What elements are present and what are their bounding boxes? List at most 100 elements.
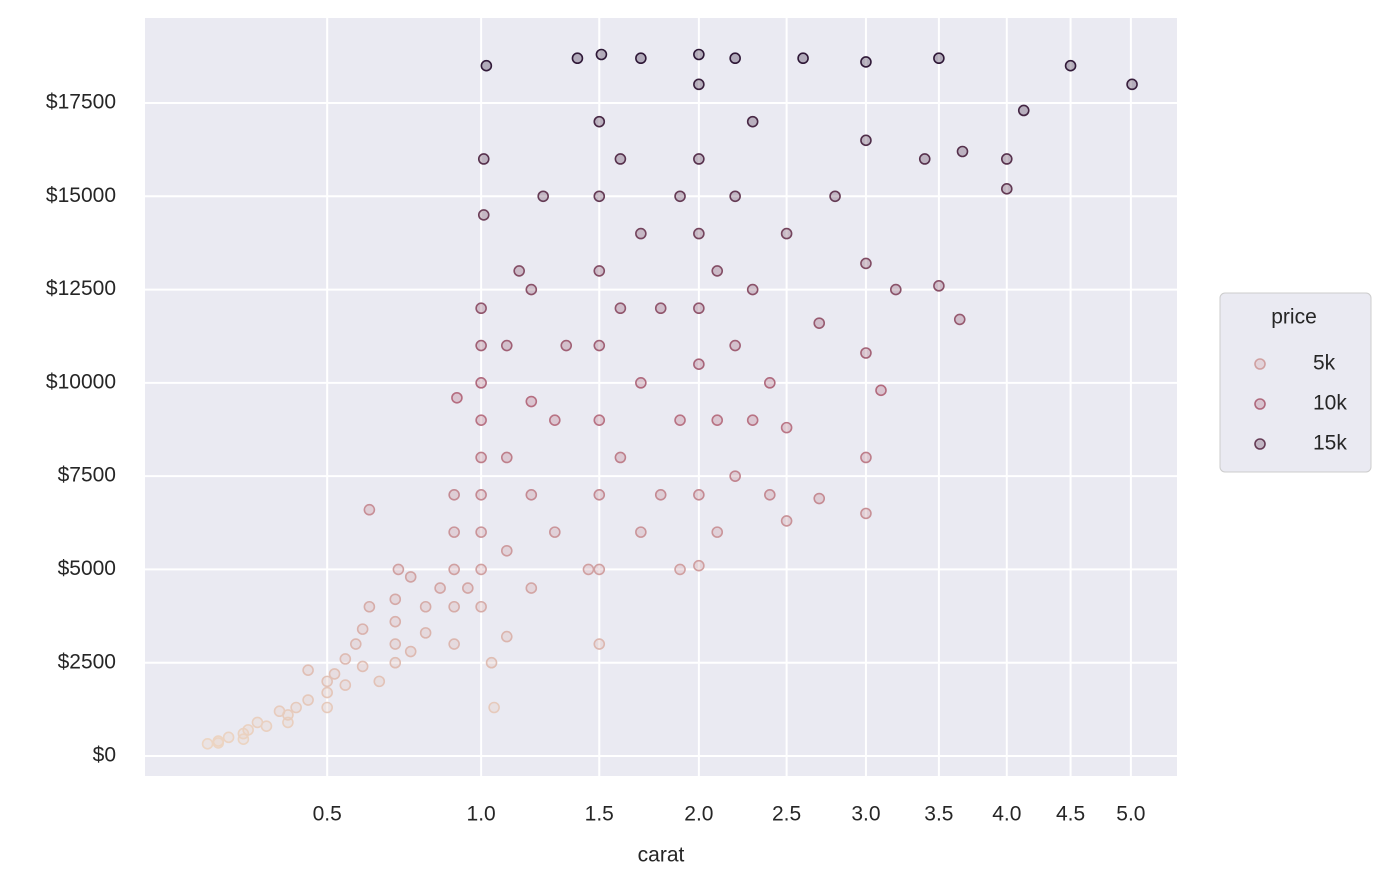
point: [242, 724, 254, 736]
point: [1064, 59, 1077, 72]
point: [635, 52, 647, 65]
point: [282, 709, 294, 721]
point: [477, 209, 490, 221]
point: [475, 600, 487, 613]
point: [711, 414, 724, 426]
point: [956, 145, 969, 158]
legend-marker: [1254, 358, 1266, 370]
point: [462, 582, 474, 594]
point: [1000, 153, 1013, 165]
point: [593, 638, 606, 650]
point: [419, 627, 432, 639]
point: [693, 227, 705, 240]
point: [477, 153, 490, 165]
point: [693, 78, 705, 91]
point: [500, 451, 513, 464]
point: [302, 694, 314, 706]
x-tick-label: 5.0: [1116, 803, 1145, 826]
point: [860, 257, 872, 270]
point: [201, 738, 214, 750]
point: [389, 593, 402, 606]
point: [389, 638, 402, 650]
point: [302, 664, 314, 676]
point: [635, 227, 647, 240]
point: [593, 265, 606, 277]
point: [780, 515, 793, 527]
point: [525, 582, 538, 594]
point: [593, 563, 606, 576]
point: [389, 656, 402, 669]
x-tick-label: 0.5: [313, 803, 342, 826]
point: [813, 492, 826, 505]
point: [711, 265, 724, 277]
point: [448, 563, 460, 576]
point: [212, 735, 225, 747]
x-axis-label: carat: [638, 844, 685, 867]
point: [711, 526, 724, 538]
point: [475, 377, 487, 389]
point: [953, 313, 966, 326]
point: [448, 526, 460, 538]
x-tick-label: 1.0: [467, 803, 496, 826]
point: [780, 421, 793, 434]
point: [525, 283, 538, 296]
point: [693, 559, 705, 572]
point: [475, 526, 487, 538]
point: [829, 190, 841, 203]
point: [746, 414, 759, 426]
point: [780, 227, 793, 240]
point: [595, 48, 608, 61]
point: [363, 503, 376, 516]
point: [729, 52, 741, 65]
point: [582, 563, 595, 576]
point: [693, 48, 705, 61]
point: [290, 701, 302, 714]
point: [654, 489, 667, 501]
point: [260, 720, 273, 732]
point: [764, 489, 776, 501]
x-tick-label: 4.0: [992, 803, 1021, 826]
point: [500, 630, 513, 643]
point: [389, 615, 402, 628]
point: [693, 153, 705, 165]
plot-area: [145, 18, 1177, 776]
point: [350, 638, 362, 650]
point: [593, 339, 606, 352]
point: [797, 52, 809, 65]
point: [729, 339, 741, 352]
y-tick-label: $5000: [58, 557, 116, 580]
point: [918, 153, 931, 165]
point: [356, 660, 369, 673]
point: [933, 280, 945, 292]
point: [451, 391, 463, 404]
y-tick-label: $0: [93, 744, 116, 767]
point: [571, 52, 584, 65]
legend-box: [1219, 292, 1372, 473]
y-tick-label: $10000: [46, 370, 116, 393]
point: [419, 600, 432, 613]
point: [1000, 183, 1013, 195]
point: [560, 339, 573, 352]
point: [448, 600, 460, 613]
point: [593, 190, 606, 203]
point: [475, 451, 487, 464]
point: [448, 489, 460, 501]
point: [339, 653, 352, 665]
x-tick-label: 2.5: [772, 803, 801, 826]
point: [373, 675, 386, 688]
point: [746, 283, 759, 296]
legend-title: price: [1271, 306, 1317, 329]
point: [1126, 78, 1138, 91]
x-tick-label: 2.0: [684, 803, 713, 826]
point: [933, 52, 945, 65]
y-tick-label: $7500: [58, 464, 116, 487]
point: [488, 701, 500, 714]
point: [1017, 104, 1030, 117]
point: [549, 526, 561, 538]
point: [860, 507, 872, 520]
point: [475, 414, 487, 426]
x-tick-label: 3.5: [924, 803, 953, 826]
point: [485, 656, 498, 669]
point: [500, 339, 513, 352]
